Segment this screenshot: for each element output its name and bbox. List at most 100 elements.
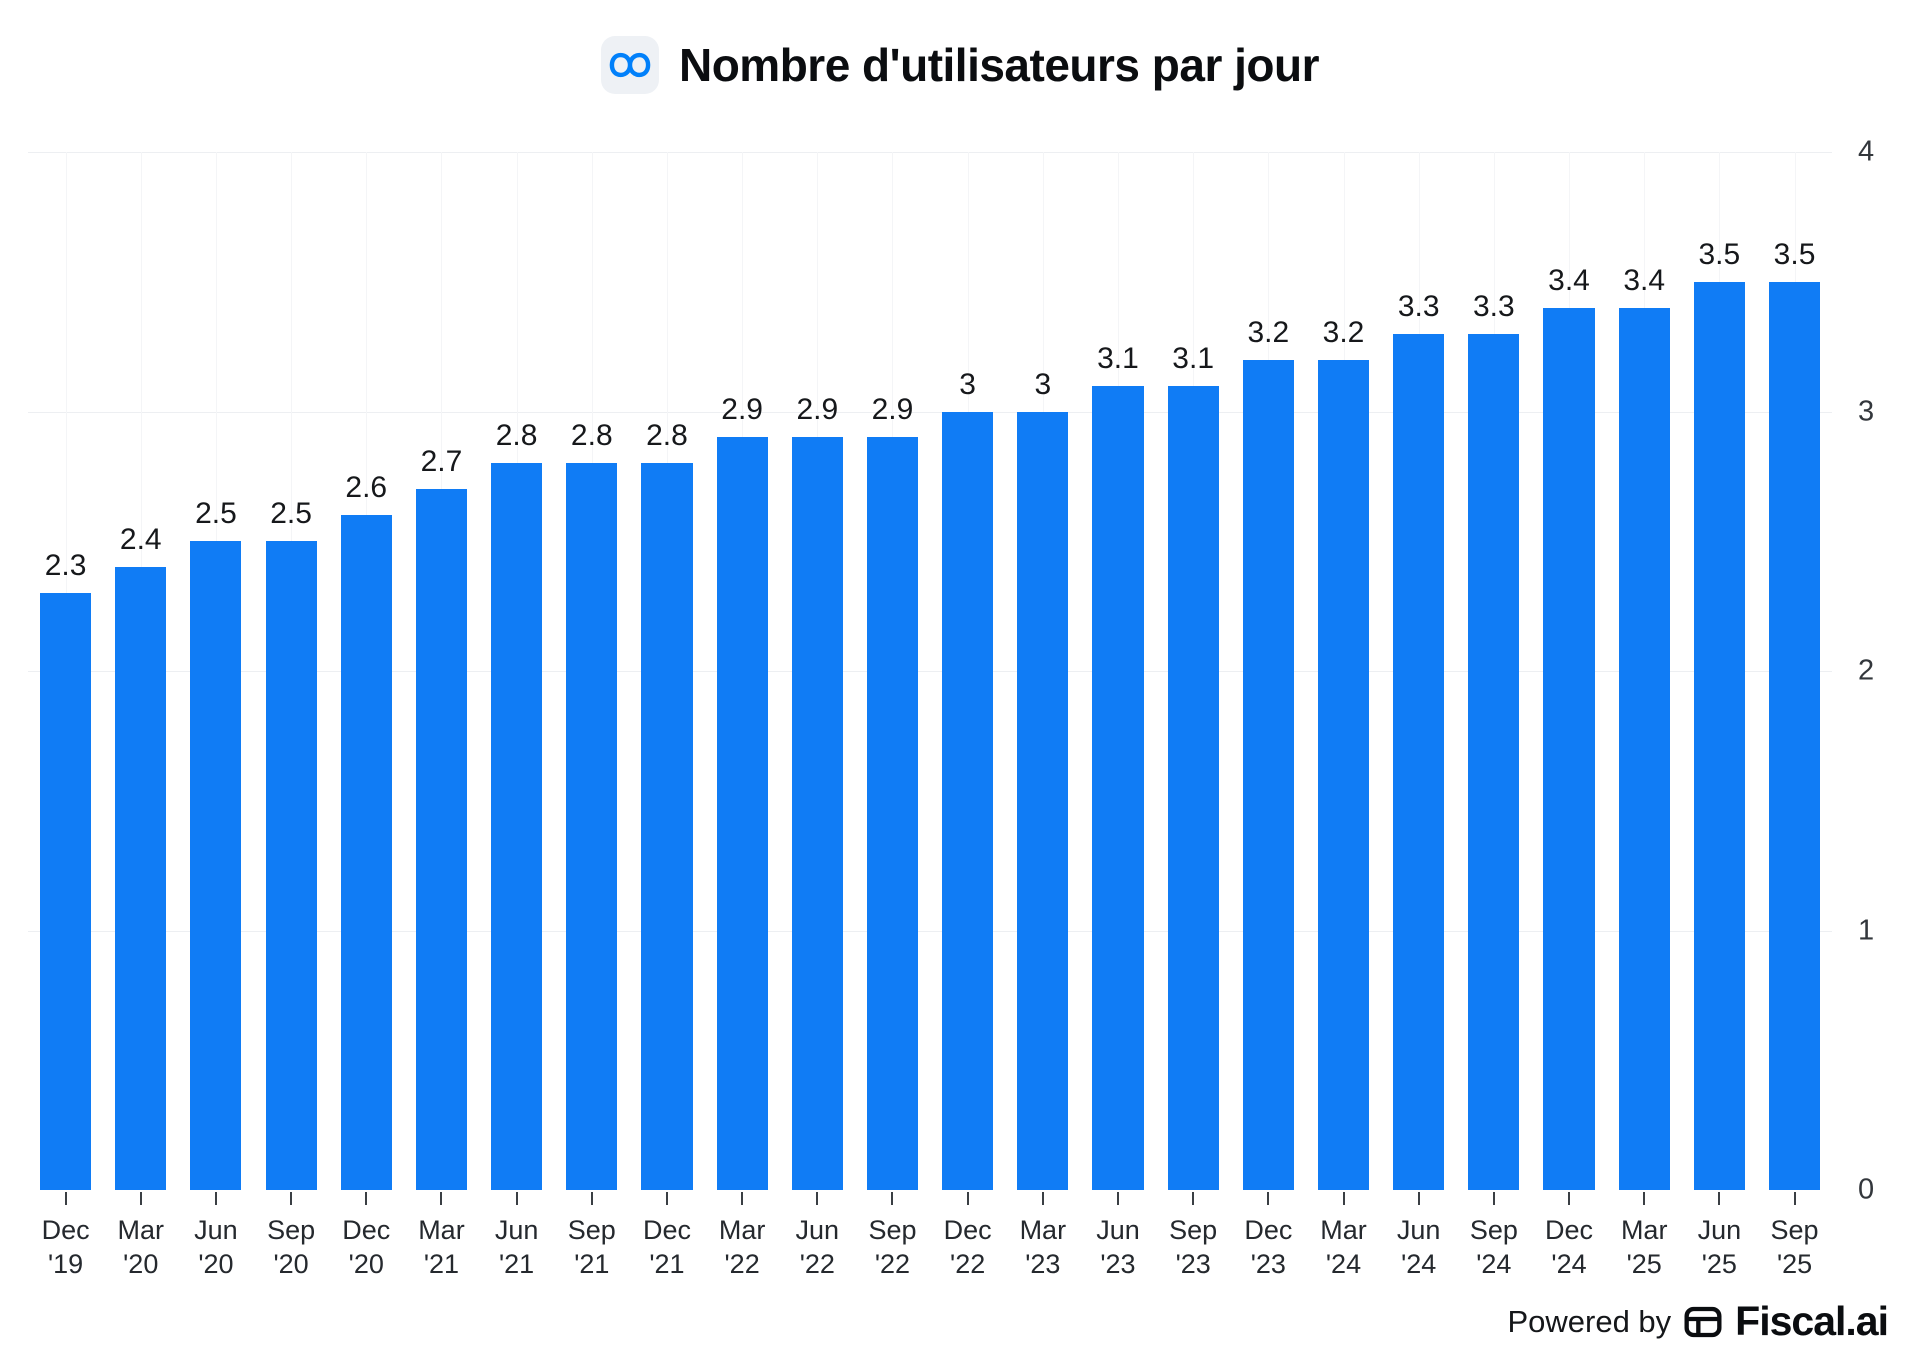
x-axis: Dec '19 Mar '20 Jun '20 Sep '20 Dec '20 Mar '21 Jun '… [28,1192,1832,1297]
bar-value-label: 3.4 [1623,263,1666,297]
bar[interactable] [942,411,994,1190]
gridline [28,930,1832,932]
x-axis-tick [741,1192,744,1205]
bar-value-label: 3 [1034,367,1052,401]
x-axis-label: Mar '20 [117,1215,165,1279]
powered-by-label: Powered by [1507,1303,1672,1339]
bar[interactable] [641,463,693,1190]
bar[interactable] [1092,385,1144,1190]
bar-column: 2.5 [254,152,329,1190]
bar-value-label: 3.5 [1773,237,1816,271]
x-axis-column: Dec '23 [1231,1192,1306,1297]
bar-column: 2.9 [780,152,855,1190]
bar[interactable] [415,489,467,1190]
bar[interactable] [1167,385,1219,1190]
bar-column: 2.8 [479,152,554,1190]
bar-value-label: 2.5 [195,497,237,531]
bar-value-label: 2.8 [570,419,613,453]
x-axis-column: Mar '20 [103,1192,178,1297]
bar-column: 3.1 [1080,152,1155,1190]
bar[interactable] [340,515,392,1190]
bar[interactable] [1317,359,1370,1190]
bar[interactable] [1468,333,1520,1190]
bar-value-label: 3.1 [1172,341,1215,375]
bar-value-label: 2.9 [796,393,839,427]
bar-column: 2.4 [103,152,178,1190]
bar[interactable] [791,437,843,1190]
x-axis-label: Jun '23 [1096,1215,1140,1279]
x-axis-label: Jun '22 [795,1215,840,1279]
footer: Powered by Fiscal.ai [1507,1298,1889,1345]
x-axis-tick [290,1192,293,1205]
bar-column: 2.9 [855,152,930,1190]
bar[interactable] [866,437,919,1190]
x-axis-tick [1267,1192,1270,1205]
bars-row: 2.3 2.4 2.5 2.5 2.6 2.7 2.8 2.8 2.8 2.9 2.9 2.9 3 3 3.… [28,152,1832,1190]
bar[interactable] [1543,307,1595,1190]
x-axis-column: Sep '25 [1757,1192,1832,1297]
bar[interactable] [1242,359,1294,1190]
bar[interactable] [1017,411,1069,1190]
bar-column: 3.5 [1682,152,1757,1190]
x-axis-tick [214,1192,217,1205]
x-axis-tick [1568,1192,1571,1205]
x-axis-label: Dec '22 [943,1215,992,1279]
bar[interactable] [566,463,618,1190]
x-axis-label: Sep '25 [1770,1215,1819,1279]
x-axis-tick [1793,1192,1796,1205]
bar[interactable] [190,541,242,1190]
x-axis-column: Jun '21 [479,1192,554,1297]
bar[interactable] [1768,281,1821,1190]
x-axis-tick [440,1192,443,1205]
x-axis-tick [590,1192,593,1205]
x-axis-column: Jun '22 [780,1192,855,1297]
x-axis-tick [1041,1192,1044,1205]
x-axis-label: Jun '21 [494,1215,539,1279]
bar-value-label: 3.3 [1472,289,1515,323]
bar-column: 2.3 [28,152,103,1190]
bar-value-label: 2.6 [345,471,388,505]
x-axis-column: Sep '21 [554,1192,629,1297]
x-axis-tick [64,1192,67,1205]
bar[interactable] [265,541,317,1190]
bar[interactable] [115,567,167,1190]
bar-column: 3.3 [1381,152,1456,1190]
y-axis-tick-label: 3 [1858,395,1875,427]
x-axis-column: Dec '21 [629,1192,704,1297]
x-axis-column: Sep '20 [254,1192,329,1297]
bar-column: 3 [930,152,1005,1190]
bar-column: 3.2 [1306,152,1381,1190]
bar[interactable] [1618,307,1670,1190]
bar-value-label: 3.2 [1247,315,1290,349]
x-axis-label: Mar '25 [1620,1215,1668,1279]
x-axis-column: Jun '23 [1080,1192,1155,1297]
x-axis-label: Dec '23 [1244,1215,1293,1279]
bar[interactable] [716,437,768,1190]
x-axis-label: Dec '20 [342,1215,391,1279]
x-axis-column: Jun '24 [1381,1192,1456,1297]
bar-value-label: 2.4 [119,523,162,557]
x-axis-column: Mar '22 [705,1192,780,1297]
bar[interactable] [1393,333,1445,1190]
x-axis-tick [515,1192,518,1205]
x-axis-label: Dec '21 [642,1215,691,1279]
bar-value-label: 3.1 [1097,341,1139,375]
bar-value-label: 2.5 [270,497,312,531]
x-axis-label: Mar '24 [1320,1215,1367,1279]
bar[interactable] [491,463,543,1190]
x-axis-label: Sep '23 [1169,1215,1218,1279]
x-axis-column: Dec '24 [1531,1192,1606,1297]
x-axis-tick [365,1192,368,1205]
x-axis-column: Mar '25 [1607,1192,1682,1297]
x-axis-label: Jun '24 [1396,1215,1441,1279]
bar-value-label: 2.8 [646,419,688,453]
x-axis-label: Jun '20 [194,1215,238,1279]
bar[interactable] [40,593,92,1190]
x-axis-column: Jun '25 [1682,1192,1757,1297]
x-axis-tick [139,1192,142,1205]
bar-column: 2.8 [554,152,629,1190]
x-axis-column: Dec '19 [28,1192,103,1297]
x-axis-tick [1492,1192,1495,1205]
bar[interactable] [1693,281,1745,1190]
x-axis-tick [1192,1192,1195,1205]
